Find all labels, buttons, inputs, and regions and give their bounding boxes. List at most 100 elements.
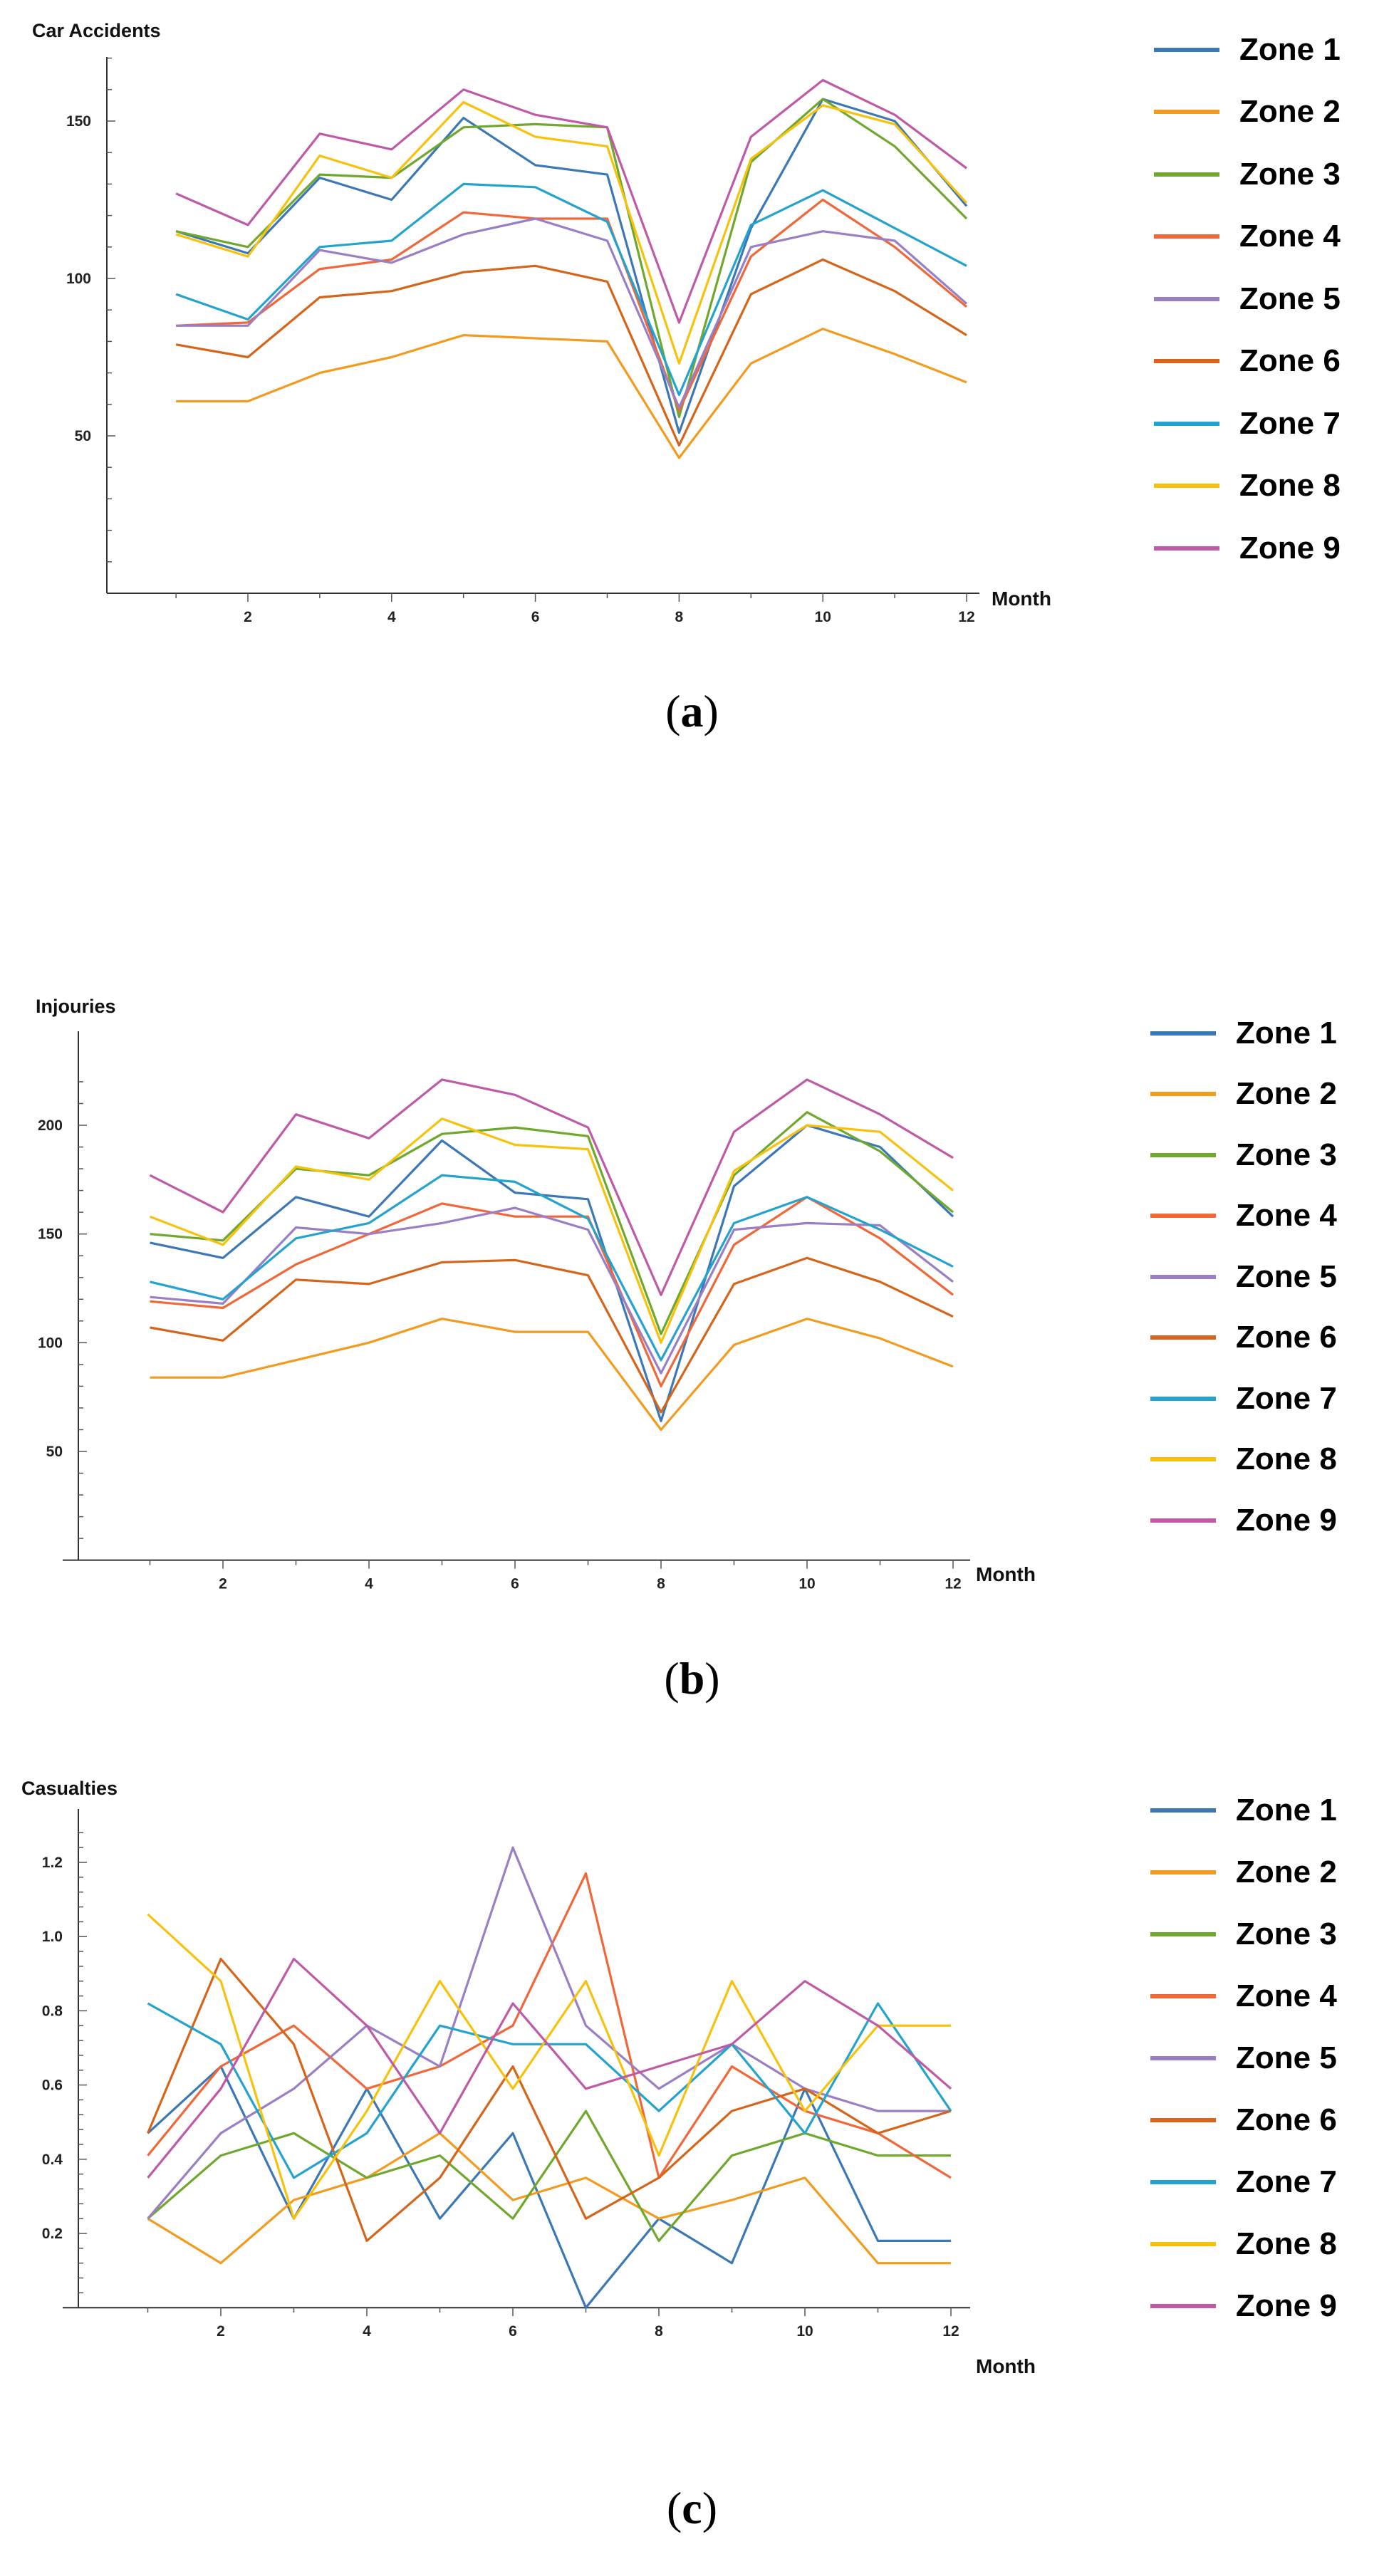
- series-line-zone-4: [147, 1872, 952, 2179]
- series-line-zone-5: [150, 1206, 954, 1375]
- series-line-zone-9: [175, 78, 967, 324]
- caption-c-letter: c: [682, 2483, 702, 2533]
- legend-item: Zone 4: [1154, 206, 1341, 268]
- x-axis-title: Month: [976, 2355, 1036, 2377]
- legend-swatch: [1150, 1092, 1216, 1097]
- x-tick-label: 6: [531, 609, 540, 625]
- chart-panel-a: Car Accidents Month 2 4 6 8 10 12 50 100 150 Zone …: [0, 0, 1384, 783]
- legend-label: Zone 1: [1239, 31, 1341, 67]
- legend-swatch: [1154, 47, 1219, 52]
- legend-label: Zone 7: [1236, 1380, 1337, 1416]
- series-line-zone-7: [150, 1174, 954, 1362]
- legend-item: Zone 6: [1154, 330, 1341, 393]
- legend-label: Zone 2: [1236, 1854, 1337, 1889]
- legend-label: Zone 6: [1236, 2102, 1337, 2137]
- legend-swatch: [1150, 2055, 1216, 2060]
- legend-label: Zone 9: [1236, 2288, 1337, 2323]
- legend-swatch: [1150, 1993, 1216, 1998]
- x-tick-label: 10: [796, 2323, 813, 2340]
- y-axis-title: Car Accidents: [32, 20, 161, 41]
- chart-panel-b: Injouries Month 2 4 6 8 10 12 50 100 150 200 Zone 1…: [0, 983, 1384, 1752]
- x-axis-title: Month: [976, 1563, 1036, 1585]
- chart-a-legend: Zone 1 Zone 2 Zone 3 Zone 4 Zone 5 Zone 6 Zone…: [1154, 19, 1341, 580]
- legend-item: Zone 6: [1150, 1308, 1337, 1369]
- x-tick-label: 4: [387, 609, 396, 625]
- legend-item: Zone 7: [1150, 1368, 1337, 1429]
- y-tick-label: 100: [38, 1335, 63, 1351]
- y-tick-label: 150: [66, 113, 91, 130]
- series-line-zone-6: [147, 1957, 952, 2243]
- legend-label: Zone 9: [1236, 1502, 1337, 1538]
- legend-swatch: [1150, 1335, 1216, 1340]
- x-tick-label: 12: [958, 609, 974, 625]
- series-line-zone-8: [149, 1117, 954, 1344]
- series-line-zone-9: [149, 1078, 954, 1296]
- x-tick-label: 2: [244, 609, 252, 625]
- legend-swatch: [1154, 234, 1219, 239]
- legend-swatch: [1150, 2241, 1216, 2246]
- legend-swatch: [1150, 2179, 1216, 2184]
- chart-b-legend: Zone 1 Zone 2 Zone 3 Zone 4 Zone 5 Zone 6 Zone…: [1150, 1003, 1337, 1551]
- legend-item: Zone 7: [1150, 2151, 1337, 2213]
- legend-item: Zone 9: [1154, 517, 1341, 580]
- caption-b: (b): [664, 1653, 720, 1704]
- legend-item: Zone 1: [1150, 1003, 1337, 1064]
- legend-label: Zone 5: [1236, 1258, 1337, 1294]
- series-line-zone-4: [150, 1196, 954, 1388]
- legend-item: Zone 8: [1150, 2213, 1337, 2275]
- legend-swatch: [1150, 1931, 1216, 1936]
- series-line-zone-1: [150, 1124, 954, 1422]
- series-line-zone-4: [176, 198, 968, 412]
- legend-item: Zone 7: [1154, 392, 1341, 455]
- y-tick-label: 0.8: [42, 2003, 63, 2019]
- legend-item: Zone 4: [1150, 1965, 1337, 2027]
- legend-label: Zone 3: [1236, 1916, 1337, 1951]
- legend-item: Zone 5: [1150, 2027, 1337, 2089]
- caption-a: (a): [665, 686, 719, 736]
- chart-panel-c: Casualties Month 2 4 6 8 10 12 0.2 0.4 0.6 0.8 1.0 1.…: [0, 1766, 1384, 2576]
- series-line-zone-3: [147, 2110, 951, 2243]
- legend-item: Zone 9: [1150, 2275, 1337, 2337]
- legend-label: Zone 4: [1236, 1978, 1337, 2013]
- legend-item: Zone 8: [1150, 1429, 1337, 1491]
- legend-item: Zone 1: [1154, 19, 1341, 81]
- legend-label: Zone 8: [1236, 1441, 1337, 1477]
- legend-swatch: [1150, 2117, 1216, 2122]
- y-tick-label: 50: [75, 428, 91, 444]
- chart-b-svg: Injouries Month 2 4 6 8 10 12 50 100 150 200: [36, 996, 1036, 1592]
- y-tick-label: 0.4: [42, 2152, 63, 2168]
- legend-label: Zone 2: [1239, 94, 1341, 130]
- legend-swatch: [1154, 546, 1219, 551]
- y-tick-label: 0.6: [42, 2077, 63, 2094]
- x-tick-label: 12: [945, 1576, 961, 1592]
- legend-swatch: [1154, 484, 1219, 489]
- caption-b-letter: b: [679, 1653, 705, 1704]
- legend-item: Zone 8: [1154, 455, 1341, 518]
- x-tick-label: 4: [363, 2323, 371, 2340]
- y-tick-label: 1.0: [42, 1929, 63, 1945]
- legend-label: Zone 7: [1236, 2164, 1337, 2199]
- legend-swatch: [1154, 110, 1219, 115]
- series-line-zone-2: [147, 2132, 951, 2265]
- y-tick-label: 100: [66, 271, 91, 287]
- x-tick-label: 6: [509, 2323, 517, 2340]
- legend-item: Zone 1: [1150, 1779, 1337, 1841]
- x-tick-label: 6: [511, 1576, 519, 1592]
- y-tick-label: 150: [38, 1226, 63, 1243]
- x-tick-label: 2: [217, 2323, 225, 2340]
- caption-c: (c): [666, 2483, 718, 2533]
- series-line-zone-9: [147, 1957, 952, 2179]
- x-tick-label: 2: [219, 1576, 227, 1592]
- x-tick-label: 12: [942, 2323, 959, 2340]
- legend-label: Zone 5: [1239, 281, 1341, 316]
- legend-item: Zone 3: [1154, 143, 1341, 206]
- x-tick-label: 4: [365, 1576, 373, 1592]
- series-line-zone-7: [175, 182, 967, 397]
- legend-swatch: [1150, 1031, 1216, 1036]
- legend-item: Zone 2: [1150, 1841, 1337, 1903]
- y-tick-label: 0.2: [42, 2226, 63, 2242]
- legend-item: Zone 5: [1150, 1246, 1337, 1308]
- series-line-zone-2: [150, 1318, 954, 1432]
- legend-item: Zone 4: [1150, 1186, 1337, 1247]
- legend-swatch: [1150, 1274, 1216, 1279]
